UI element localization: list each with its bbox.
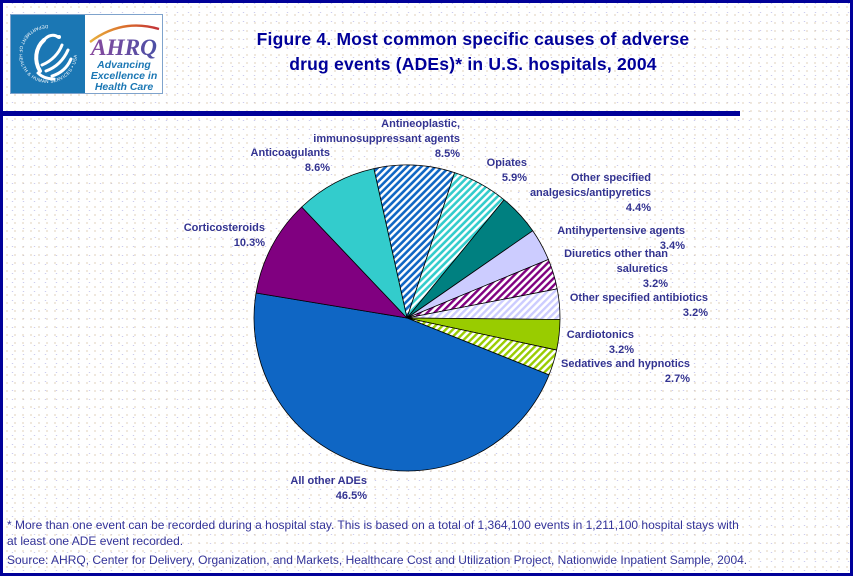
label-cardiotonics-line: 3.2%: [608, 344, 634, 356]
figure-title-line1: Figure 4. Most common specific causes of…: [256, 29, 690, 49]
footnote-note-line2: at least one ADE event recorded.: [7, 534, 184, 548]
label-antihypertensive-line: 3.4%: [659, 240, 685, 252]
label-all_other-line: 46.5%: [335, 490, 367, 502]
label-analgesics-line: 4.4%: [625, 202, 651, 214]
label-anticoagulants-line: 8.6%: [304, 162, 330, 174]
label-sedatives-line: 2.7%: [664, 373, 690, 385]
label-diuretics-line: 3.2%: [642, 278, 668, 290]
pie-chart: [253, 164, 561, 472]
label-cardiotonics: Cardiotonics 3.2%: [567, 328, 634, 358]
ahrq-logo-svg: DEPARTMENT OF HEALTH & HUMAN SERVICES • …: [11, 15, 160, 93]
footnote-source: Source: AHRQ, Center for Delivery, Organ…: [7, 553, 748, 567]
label-antibiotics-line: Other specified antibiotics: [569, 292, 708, 304]
label-cardiotonics-line: Cardiotonics: [566, 329, 634, 341]
label-analgesics: Other specified analgesics/antipyretics 4.…: [530, 171, 651, 216]
ahrq-tagline: Advancing Excellence in Health Care: [91, 59, 158, 93]
label-opiates-line: Opiates: [486, 157, 527, 169]
label-antibiotics: Other specified antibiotics 3.2%: [570, 291, 708, 321]
footnote-note: * More than one event can be recorded du…: [7, 517, 849, 549]
label-diuretics: Diuretics other than saluretics 3.2%: [564, 247, 668, 292]
label-sedatives: Sedatives and hypnotics 2.7%: [561, 357, 690, 387]
hhs-seal: [11, 15, 85, 93]
label-antihypertensive: Antihypertensive agents 3.4%: [557, 224, 685, 254]
figure-title-line2: drug events (ADEs)* in U.S. hospitals, 2…: [289, 54, 657, 74]
label-antineoplastic: Antineoplastic, immunosuppressant agents 8…: [313, 117, 460, 162]
label-antineoplastic-line: immunosuppressant agents: [313, 133, 460, 145]
footnote-note-line1: * More than one event can be recorded du…: [7, 518, 739, 532]
label-sedatives-line: Sedatives and hypnotics: [561, 358, 690, 370]
label-antineoplastic-line: Antineoplastic,: [381, 118, 460, 130]
ahrq-logo: DEPARTMENT OF HEALTH & HUMAN SERVICES • …: [10, 14, 163, 94]
label-antihypertensive-line: Antihypertensive agents: [557, 225, 685, 237]
slice-corticosteroids: [255, 206, 408, 319]
label-opiates-line: 5.9%: [501, 172, 527, 184]
label-opiates: Opiates 5.9%: [487, 156, 527, 186]
svg-text:Health Care: Health Care: [95, 81, 154, 93]
label-antibiotics-line: 3.2%: [682, 307, 708, 319]
label-antineoplastic-line: 8.5%: [434, 148, 460, 160]
label-diuretics-line: Diuretics other than: [564, 248, 668, 260]
ahrq-acronym: AHRQ: [89, 35, 157, 60]
svg-text:Excellence in: Excellence in: [91, 70, 158, 82]
ahrq-arc: [89, 24, 160, 43]
header-divider: [3, 111, 740, 116]
label-anticoagulants: Anticoagulants 8.6%: [251, 146, 330, 176]
slice-all_other: [253, 292, 550, 472]
label-corticosteroids-line: Corticosteroids: [183, 222, 265, 234]
label-all_other-line: All other ADEs: [290, 475, 367, 487]
label-analgesics-line: Other specified: [570, 172, 651, 184]
label-diuretics-line: saluretics: [616, 263, 668, 275]
footnotes: * More than one event can be recorded du…: [7, 517, 849, 568]
label-anticoagulants-line: Anticoagulants: [250, 147, 330, 159]
svg-text:Advancing: Advancing: [96, 59, 151, 71]
ahrq-wordmark: AHRQ Advancing Excellence in Health Care: [89, 24, 160, 93]
label-all_other: All other ADEs 46.5%: [290, 474, 367, 504]
label-analgesics-line: analgesics/antipyretics: [529, 187, 651, 199]
slice-anticoagulants: [301, 168, 408, 319]
label-corticosteroids-line: 10.3%: [233, 237, 265, 249]
label-corticosteroids: Corticosteroids 10.3%: [184, 221, 265, 251]
figure-title: Figure 4. Most common specific causes of…: [168, 27, 778, 77]
